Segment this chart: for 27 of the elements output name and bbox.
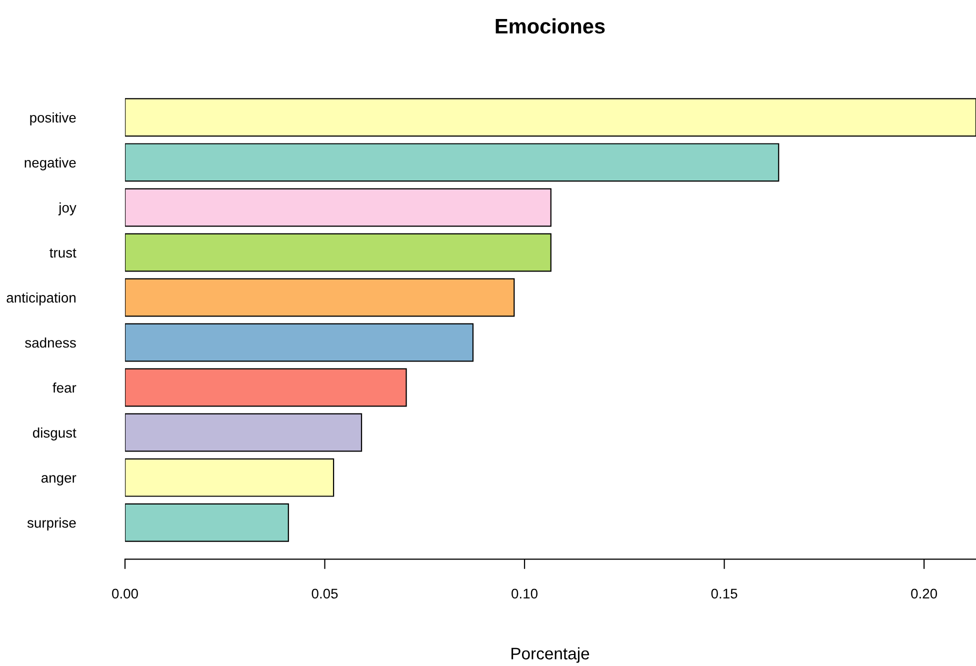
bar — [125, 323, 474, 362]
x-tick-label: 0.00 — [112, 588, 138, 599]
y-tick-label: trust — [50, 248, 76, 258]
y-tick-label: disgust — [32, 428, 76, 440]
y-tick-label: negative — [24, 157, 76, 170]
y-tick-label: fear — [52, 382, 76, 393]
x-tick-label: 0.05 — [312, 588, 338, 599]
chart-title: Emociones — [496, 18, 605, 34]
bar — [125, 188, 552, 227]
y-tick-label: anticipation — [6, 292, 76, 306]
x-axis-title: Porcentaje — [512, 647, 590, 663]
x-tick-label: 0.15 — [711, 588, 738, 599]
bar — [125, 458, 334, 497]
y-tick-label: surprise — [27, 518, 76, 530]
bar — [125, 278, 515, 317]
y-tick-label: positive — [30, 112, 76, 126]
bar — [125, 368, 407, 407]
bar — [125, 503, 289, 542]
bar — [125, 98, 976, 137]
x-tick-label: 0.10 — [512, 588, 538, 599]
y-tick-label: anger — [41, 475, 76, 486]
x-tick-label: 0.20 — [911, 588, 938, 599]
bar — [125, 413, 362, 452]
bar — [125, 233, 552, 272]
y-tick-label: joy — [58, 202, 76, 216]
y-tick-label: sadness — [25, 337, 76, 348]
bar — [125, 143, 780, 182]
